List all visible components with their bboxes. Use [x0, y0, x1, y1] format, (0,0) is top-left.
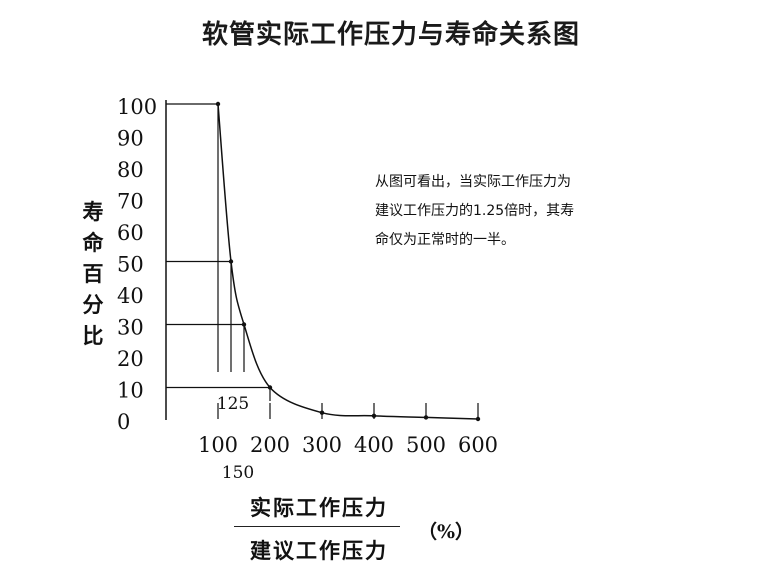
data-point	[371, 413, 377, 419]
x-axis-label-denominator: 建议工作压力	[250, 538, 388, 563]
note-line-1: 从图可看出，当实际工作压力为	[375, 174, 571, 190]
y-tick-label: 70	[117, 190, 144, 214]
data-point	[215, 101, 221, 107]
x-tick-label: 300	[302, 433, 342, 457]
y-tick-labels: 0 10 20 30 40 50 60 70 80 90 100	[117, 95, 157, 434]
reference-lines	[166, 103, 271, 401]
data-point	[228, 259, 234, 264]
y-tick-label: 60	[117, 221, 144, 245]
x-axis-label-numerator: 实际工作压力	[250, 495, 388, 520]
y-tick-label: 20	[117, 347, 144, 371]
x-tick-labels: 100 200 300 400 500 600 125 150	[198, 394, 498, 483]
y-tick-label: 50	[117, 253, 144, 277]
data-point	[267, 385, 273, 390]
x-extra-label: 125	[217, 394, 249, 414]
x-extra-label: 150	[222, 463, 254, 483]
x-axis-label-unit: （%）	[418, 521, 475, 543]
life-curve	[217, 103, 479, 420]
y-tick-label: 10	[117, 379, 144, 403]
y-axis-char: 命	[82, 230, 104, 255]
y-tick-label: 40	[117, 284, 144, 308]
y-tick-label: 80	[117, 158, 144, 182]
data-point	[423, 415, 429, 420]
data-point	[319, 410, 325, 415]
annotation-note: 从图可看出，当实际工作压力为 建议工作压力的1.25倍时，其寿 命仅为正常时的一…	[375, 168, 637, 255]
data-points	[215, 101, 481, 422]
y-axis-char: 百	[82, 261, 104, 286]
y-tick-label: 90	[117, 127, 144, 151]
x-tick-label: 500	[406, 433, 446, 457]
data-point	[241, 322, 247, 327]
y-axis-label: 寿 命 百 分 比	[78, 196, 108, 351]
note-line-2: 建议工作压力的1.25倍时，其寿	[375, 203, 575, 219]
note-line-3: 命仅为正常时的一半。	[375, 232, 515, 248]
x-tick-label: 600	[458, 433, 498, 457]
chart-title: 软管实际工作压力与寿命关系图	[201, 20, 580, 50]
y-tick-label: 0	[117, 410, 130, 434]
x-axis-label-fraction-bar	[234, 526, 400, 527]
y-axis-char: 寿	[82, 199, 104, 224]
y-tick-label: 30	[117, 316, 144, 340]
x-tick-label: 100	[198, 433, 238, 457]
data-point	[475, 416, 481, 422]
x-tick-label: 400	[354, 433, 394, 457]
y-axis-char: 分	[82, 292, 104, 317]
y-tick-label: 100	[117, 95, 157, 119]
y-axis-char: 比	[82, 323, 104, 348]
x-tick-label: 200	[250, 433, 290, 457]
